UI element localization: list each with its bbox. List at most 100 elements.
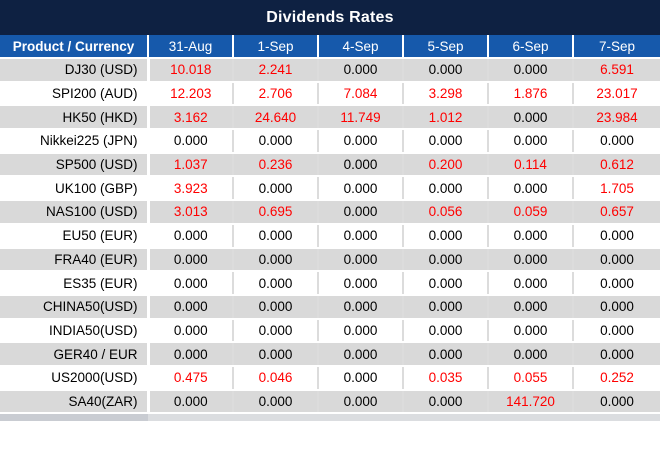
value-cell: 0.000 bbox=[573, 247, 660, 273]
value-cell: 0.000 bbox=[318, 271, 404, 296]
table-row: SP500 (USD) 1.037 0.236 0.000 0.200 0.114 0.61… bbox=[0, 152, 660, 178]
product-cell: INDIA50(USD) bbox=[0, 318, 150, 344]
bottom-edge-strip bbox=[0, 414, 660, 422]
page-title: Dividends Rates bbox=[266, 8, 394, 26]
value-cell: 0.000 bbox=[148, 342, 234, 367]
value-cell: 0.000 bbox=[233, 247, 319, 273]
value-cell: 0.200 bbox=[403, 152, 489, 178]
value-cell: 0.000 bbox=[573, 129, 660, 154]
table-row: Nikkei225 (JPN) 0.000 0.000 0.000 0.000 0.000… bbox=[0, 129, 660, 154]
value-cell: 0.000 bbox=[573, 318, 660, 344]
value-cell: 0.035 bbox=[403, 365, 489, 391]
table-row: SPI200 (AUD) 12.203 2.706 7.084 3.298 1.876 23… bbox=[0, 81, 660, 107]
title-band: Dividends Rates bbox=[0, 0, 660, 35]
column-header-date: 7-Sep bbox=[573, 35, 660, 59]
dividends-table: Product / Currency 31-Aug 1-Sep 4-Sep 5-… bbox=[0, 35, 660, 415]
value-cell: 0.000 bbox=[148, 294, 234, 320]
product-cell: SPI200 (AUD) bbox=[0, 81, 150, 107]
value-cell: 0.000 bbox=[488, 58, 574, 83]
value-cell: 0.059 bbox=[488, 200, 574, 225]
value-cell: 11.749 bbox=[318, 105, 404, 131]
value-cell: 0.000 bbox=[403, 58, 489, 83]
value-cell: 0.000 bbox=[403, 271, 489, 296]
value-cell: 0.000 bbox=[403, 223, 489, 249]
table-row: NAS100 (USD) 3.013 0.695 0.000 0.056 0.059 0.6… bbox=[0, 200, 660, 225]
value-cell: 0.000 bbox=[318, 247, 404, 273]
column-header-date: 6-Sep bbox=[488, 35, 574, 59]
value-cell: 0.000 bbox=[148, 247, 234, 273]
value-cell: 2.706 bbox=[233, 81, 319, 107]
value-cell: 0.000 bbox=[488, 318, 574, 344]
value-cell: 0.000 bbox=[318, 365, 404, 391]
value-cell: 0.695 bbox=[233, 200, 319, 225]
value-cell: 0.252 bbox=[573, 365, 660, 391]
column-header-date: 4-Sep bbox=[318, 35, 404, 59]
value-cell: 0.000 bbox=[318, 389, 404, 415]
column-header-date: 31-Aug bbox=[148, 35, 234, 59]
column-header-date: 5-Sep bbox=[403, 35, 489, 59]
value-cell: 0.000 bbox=[488, 176, 574, 202]
product-cell: US2000(USD) bbox=[0, 365, 150, 391]
value-cell: 0.000 bbox=[318, 294, 404, 320]
value-cell: 0.000 bbox=[573, 342, 660, 367]
product-cell: SP500 (USD) bbox=[0, 152, 150, 178]
value-cell: 0.000 bbox=[403, 247, 489, 273]
value-cell: 0.475 bbox=[148, 365, 234, 391]
product-cell: ES35 (EUR) bbox=[0, 271, 150, 296]
value-cell: 10.018 bbox=[148, 58, 234, 83]
value-cell: 0.000 bbox=[403, 389, 489, 415]
value-cell: 1.705 bbox=[573, 176, 660, 202]
value-cell: 3.298 bbox=[403, 81, 489, 107]
product-cell: HK50 (HKD) bbox=[0, 105, 150, 131]
value-cell: 0.000 bbox=[233, 129, 319, 154]
value-cell: 3.013 bbox=[148, 200, 234, 225]
table-row: DJ30 (USD) 10.018 2.241 0.000 0.000 0.000 6.59… bbox=[0, 58, 660, 83]
value-cell: 0.000 bbox=[318, 152, 404, 178]
value-cell: 0.000 bbox=[318, 318, 404, 344]
value-cell: 0.114 bbox=[488, 152, 574, 178]
value-cell: 0.000 bbox=[573, 294, 660, 320]
bottom-edge-left bbox=[0, 414, 148, 422]
value-cell: 0.000 bbox=[148, 271, 234, 296]
table-row: FRA40 (EUR) 0.000 0.000 0.000 0.000 0.000 0.00… bbox=[0, 247, 660, 273]
value-cell: 23.984 bbox=[573, 105, 660, 131]
value-cell: 0.000 bbox=[148, 129, 234, 154]
table-row: US2000(USD) 0.475 0.046 0.000 0.035 0.055 0.25… bbox=[0, 365, 660, 391]
value-cell: 0.000 bbox=[403, 129, 489, 154]
value-cell: 7.084 bbox=[318, 81, 404, 107]
table-row: GER40 / EUR 0.000 0.000 0.000 0.000 0.000 0.00… bbox=[0, 342, 660, 367]
value-cell: 0.046 bbox=[233, 365, 319, 391]
value-cell: 3.923 bbox=[148, 176, 234, 202]
value-cell: 0.056 bbox=[403, 200, 489, 225]
product-cell: EU50 (EUR) bbox=[0, 223, 150, 249]
table-body: DJ30 (USD) 10.018 2.241 0.000 0.000 0.000 6.59… bbox=[0, 58, 660, 415]
value-cell: 3.162 bbox=[148, 105, 234, 131]
table-row: SA40(ZAR) 0.000 0.000 0.000 0.000 141.720 0.00… bbox=[0, 389, 660, 415]
column-header-product: Product / Currency bbox=[0, 35, 149, 59]
value-cell: 1.037 bbox=[148, 152, 234, 178]
value-cell: 1.012 bbox=[403, 105, 489, 131]
value-cell: 0.000 bbox=[148, 389, 234, 415]
product-cell: NAS100 (USD) bbox=[0, 200, 150, 225]
value-cell: 0.000 bbox=[318, 129, 404, 154]
value-cell: 0.000 bbox=[573, 223, 660, 249]
value-cell: 0.000 bbox=[488, 271, 574, 296]
table-row: CHINA50(USD) 0.000 0.000 0.000 0.000 0.000 0.0… bbox=[0, 294, 660, 320]
value-cell: 0.000 bbox=[488, 342, 574, 367]
value-cell: 0.000 bbox=[318, 58, 404, 83]
value-cell: 2.241 bbox=[233, 58, 319, 83]
value-cell: 0.000 bbox=[488, 294, 574, 320]
header-row: Product / Currency 31-Aug 1-Sep 4-Sep 5-… bbox=[0, 35, 660, 59]
value-cell: 0.000 bbox=[403, 342, 489, 367]
value-cell: 141.720 bbox=[488, 389, 574, 415]
value-cell: 0.000 bbox=[233, 389, 319, 415]
product-cell: FRA40 (EUR) bbox=[0, 247, 150, 273]
value-cell: 6.591 bbox=[573, 58, 660, 83]
value-cell: 1.876 bbox=[488, 81, 574, 107]
value-cell: 0.000 bbox=[148, 223, 234, 249]
value-cell: 0.000 bbox=[318, 342, 404, 367]
value-cell: 0.000 bbox=[233, 318, 319, 344]
value-cell: 0.000 bbox=[403, 318, 489, 344]
table-row: HK50 (HKD) 3.162 24.640 11.749 1.012 0.000 23.… bbox=[0, 105, 660, 131]
value-cell: 0.000 bbox=[488, 223, 574, 249]
